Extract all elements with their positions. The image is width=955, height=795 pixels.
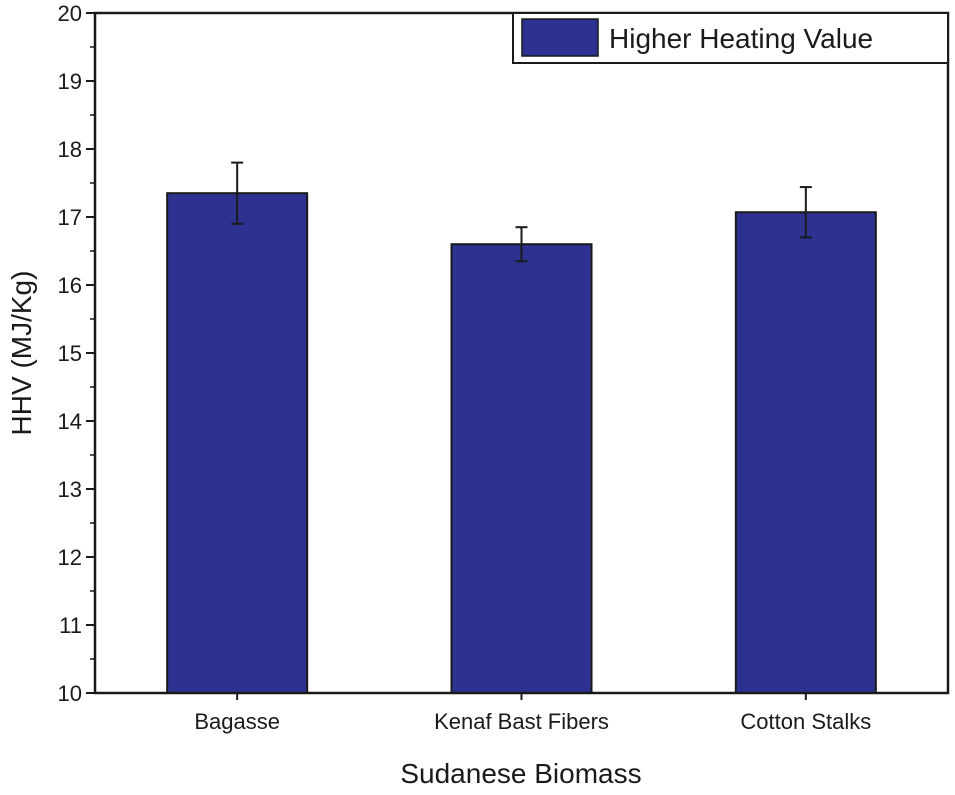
- y-tick-label: 19: [58, 69, 82, 94]
- bar: [450, 243, 593, 694]
- legend-label: Higher Heating Value: [609, 23, 873, 54]
- y-axis-title: HHV (MJ/Kg): [6, 271, 37, 436]
- bars-layer: [166, 192, 877, 695]
- x-ticks-layer: Bagasse Kenaf Bast Fibers Cotton Stalks: [194, 693, 871, 734]
- y-tick-label: 20: [58, 1, 82, 26]
- x-tick-label: Kenaf Bast Fibers: [434, 709, 609, 734]
- x-tick-label: Bagasse: [194, 709, 280, 734]
- legend-swatch: [521, 18, 599, 57]
- x-tick-label: Cotton Stalks: [740, 709, 871, 734]
- legend: Higher Heating Value: [512, 12, 949, 64]
- bar: [734, 211, 877, 695]
- bar: [166, 192, 309, 694]
- y-ticks-layer: 10 11 12 13 14 15 16 17 18 19 20: [58, 1, 95, 706]
- y-tick-label: 17: [58, 205, 82, 230]
- y-tick-label: 15: [58, 341, 82, 366]
- x-axis-title: Sudanese Biomass: [400, 758, 641, 789]
- error-bars-layer: [231, 161, 812, 263]
- y-tick-label: 12: [58, 545, 82, 570]
- y-tick-label: 18: [58, 137, 82, 162]
- y-tick-label: 13: [58, 477, 82, 502]
- y-tick-label: 16: [58, 273, 82, 298]
- y-tick-label: 11: [59, 613, 82, 638]
- y-tick-label: 10: [58, 681, 82, 706]
- y-tick-label: 14: [58, 409, 82, 434]
